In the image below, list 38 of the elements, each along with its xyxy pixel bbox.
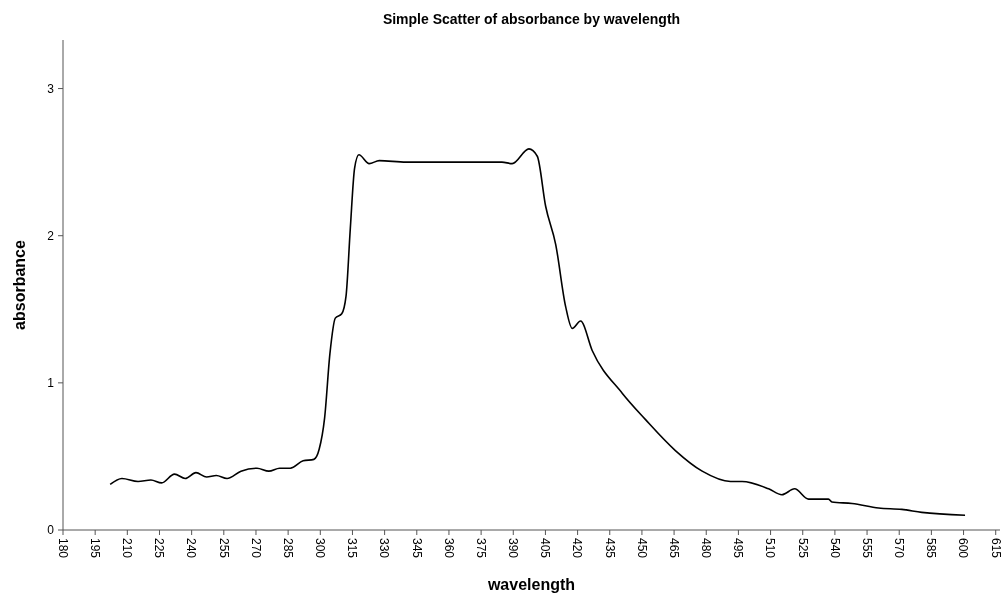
x-tick-label: 615 [988, 538, 1003, 559]
y-tick-label: 3 [47, 81, 55, 96]
x-tick-label: 180 [55, 538, 70, 559]
y-tick-label: 0 [47, 523, 55, 538]
x-tick-label: 285 [280, 538, 295, 559]
x-tick-label: 195 [87, 538, 102, 559]
x-tick-label: 420 [570, 538, 585, 559]
x-tick-label: 405 [538, 538, 553, 559]
x-tick-label: 600 [956, 538, 971, 559]
x-tick-label: 330 [377, 538, 392, 559]
x-tick-label: 375 [473, 538, 488, 559]
x-tick-label: 585 [924, 538, 939, 559]
line-series [109, 148, 966, 517]
x-tick-label: 555 [859, 538, 874, 559]
x-tick-label: 210 [120, 538, 135, 559]
x-tick-label: 345 [409, 538, 424, 559]
x-tick-label: 300 [313, 538, 328, 559]
x-tick-label: 255 [216, 538, 231, 559]
y-axis-title: absorbance [11, 239, 28, 330]
x-tick-label: 270 [248, 538, 263, 559]
x-tick-label: 435 [602, 538, 617, 559]
chart-title: Simple Scatter of absorbance by wavelength [382, 11, 681, 27]
x-tick-label: 390 [506, 538, 521, 559]
x-tick-label: 510 [763, 538, 778, 559]
x-tick-label: 540 [827, 538, 842, 559]
x-tick-label: 360 [441, 538, 456, 559]
x-tick-label: 495 [731, 538, 746, 559]
x-tick-label: 315 [345, 538, 360, 559]
x-tick-label: 525 [795, 538, 810, 559]
y-tick-label: 1 [47, 376, 55, 391]
x-tick-label: 480 [699, 538, 714, 559]
x-axis-title: wavelength [486, 576, 576, 593]
x-tick-label: 450 [634, 538, 649, 559]
x-tick-label: 465 [666, 538, 681, 559]
x-tick-label: 225 [152, 538, 167, 559]
x-tick-label: 240 [184, 538, 199, 559]
x-tick-label: 570 [892, 538, 907, 559]
y-tick-label: 2 [47, 228, 55, 243]
